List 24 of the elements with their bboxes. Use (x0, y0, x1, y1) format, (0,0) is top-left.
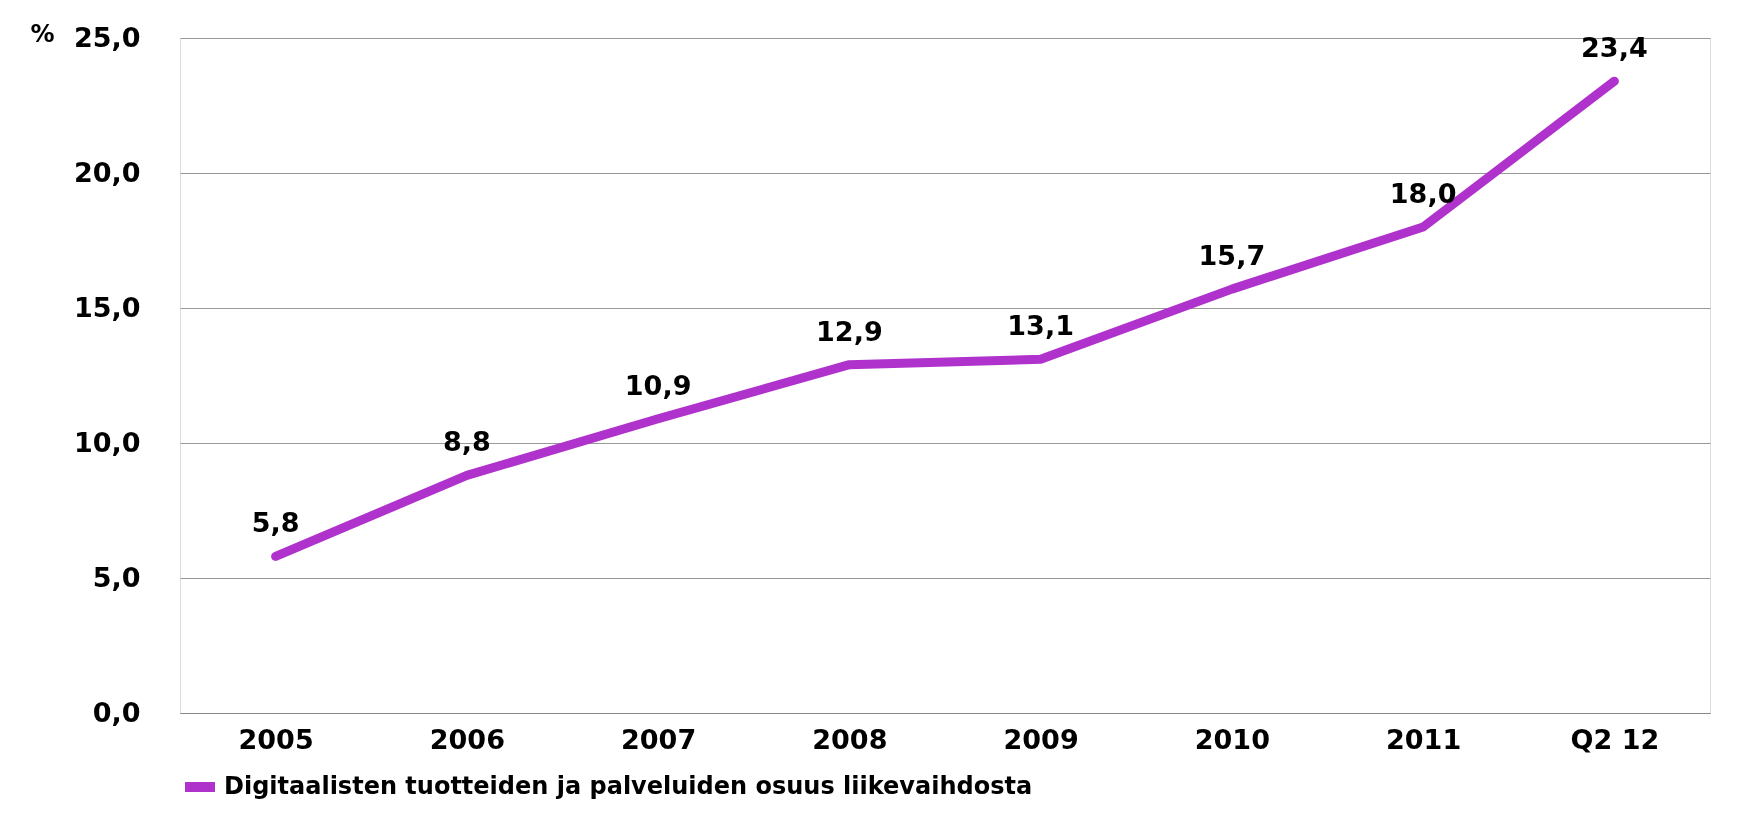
data-label: 23,4 (1581, 32, 1648, 64)
y-axis-title: % (30, 19, 55, 48)
data-label: 18,0 (1389, 178, 1457, 209)
data-label: 5,8 (251, 507, 300, 539)
data-label: 12,9 (816, 315, 883, 347)
x-tick-label: 2005 (238, 723, 314, 755)
x-tick-label: 2008 (812, 723, 888, 755)
y-tick-label: 20,0 (73, 156, 141, 188)
data-label: 15,7 (1198, 240, 1266, 272)
y-tick-label: 0,0 (92, 696, 141, 728)
y-tick-label: 10,0 (73, 426, 141, 458)
data-label: 8,8 (442, 426, 491, 458)
data-label: 10,9 (624, 369, 692, 401)
x-tick-label: Q2 12 (1570, 723, 1660, 755)
x-tick-label: 2007 (621, 723, 697, 755)
y-tick-label: 5,0 (92, 561, 141, 593)
x-tick-label: 2006 (429, 723, 505, 755)
x-tick-label: 2009 (1003, 723, 1079, 755)
legend-label: Digitaalisten tuotteiden ja palveluiden osuus liikevaihdosta (224, 772, 1033, 800)
y-tick-label: 15,0 (73, 291, 141, 323)
x-tick-label: 2010 (1194, 723, 1270, 755)
y-tick-label: 25,0 (73, 21, 141, 53)
x-tick-label: 2011 (1386, 723, 1462, 755)
data-label: 13,1 (1007, 310, 1074, 342)
